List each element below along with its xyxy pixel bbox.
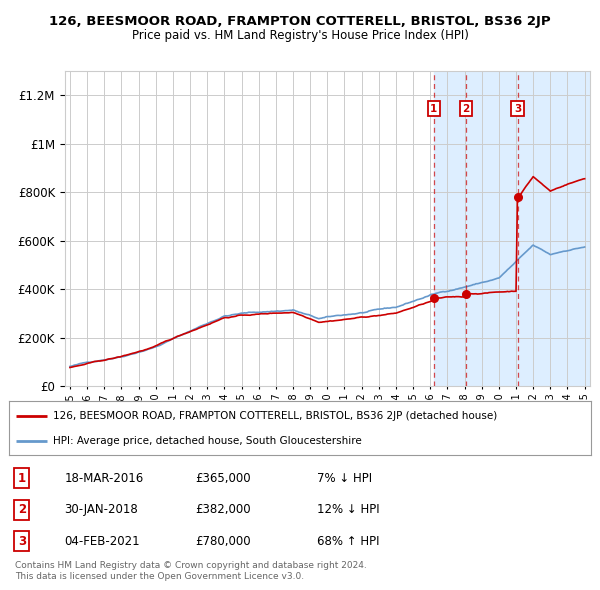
Text: HPI: Average price, detached house, South Gloucestershire: HPI: Average price, detached house, Sout… <box>53 436 361 446</box>
Text: 18-MAR-2016: 18-MAR-2016 <box>64 472 143 485</box>
Text: 126, BEESMOOR ROAD, FRAMPTON COTTERELL, BRISTOL, BS36 2JP: 126, BEESMOOR ROAD, FRAMPTON COTTERELL, … <box>49 15 551 28</box>
Text: £382,000: £382,000 <box>195 503 251 516</box>
Text: 2: 2 <box>463 104 470 114</box>
Text: Price paid vs. HM Land Registry's House Price Index (HPI): Price paid vs. HM Land Registry's House … <box>131 29 469 42</box>
Bar <box>466 71 518 386</box>
Text: 2: 2 <box>18 503 26 516</box>
Text: 7% ↓ HPI: 7% ↓ HPI <box>317 472 373 485</box>
Bar <box>434 71 466 386</box>
Text: 126, BEESMOOR ROAD, FRAMPTON COTTERELL, BRISTOL, BS36 2JP (detached house): 126, BEESMOOR ROAD, FRAMPTON COTTERELL, … <box>53 411 497 421</box>
Text: 68% ↑ HPI: 68% ↑ HPI <box>317 535 380 548</box>
Text: £780,000: £780,000 <box>195 535 251 548</box>
Text: 1: 1 <box>430 104 437 114</box>
Text: £365,000: £365,000 <box>195 472 251 485</box>
Text: 30-JAN-2018: 30-JAN-2018 <box>64 503 138 516</box>
Text: 3: 3 <box>514 104 521 114</box>
Text: 3: 3 <box>18 535 26 548</box>
Text: Contains HM Land Registry data © Crown copyright and database right 2024.: Contains HM Land Registry data © Crown c… <box>15 560 367 569</box>
Bar <box>518 71 600 386</box>
Text: This data is licensed under the Open Government Licence v3.0.: This data is licensed under the Open Gov… <box>15 572 304 581</box>
Text: 12% ↓ HPI: 12% ↓ HPI <box>317 503 380 516</box>
Text: 04-FEB-2021: 04-FEB-2021 <box>64 535 140 548</box>
Text: 1: 1 <box>18 472 26 485</box>
